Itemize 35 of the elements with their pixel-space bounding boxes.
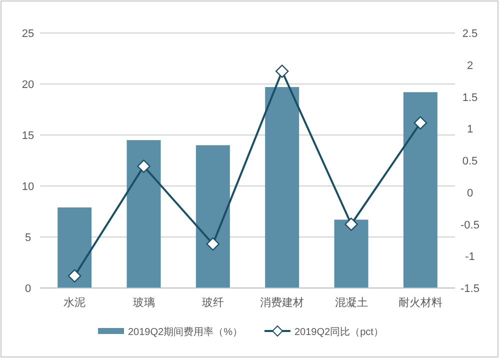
- y-tick-label: 25: [22, 28, 34, 40]
- y2-tick-label: 1.5: [462, 92, 478, 104]
- y2-tick-label: -1.5: [460, 283, 480, 295]
- bar: [196, 145, 230, 288]
- y2-tick-label: 0: [466, 187, 474, 200]
- y-tick-label: 0: [24, 283, 32, 295]
- y-tick-label: 5: [24, 232, 32, 244]
- legend-label: 2019Q2同比（pct）: [294, 326, 384, 338]
- point: [68, 269, 82, 282]
- x-tick-label: 玻璃: [132, 296, 155, 309]
- bar: [265, 87, 300, 288]
- y2-tick-label: 0.5: [462, 156, 478, 168]
- bar: [403, 92, 438, 288]
- bar: [334, 220, 368, 288]
- y2-tick-label: 1: [466, 124, 474, 136]
- y2-tick-label: 2: [466, 60, 474, 72]
- y2-tick-label: -1: [465, 251, 475, 264]
- point: [275, 64, 289, 78]
- y2-tick-label: -0.5: [460, 219, 480, 232]
- legend-label: 2019Q2期间费用率（%）: [128, 326, 242, 338]
- point: [344, 218, 358, 231]
- x-tick-label: 混凝土: [334, 296, 368, 309]
- y-tick-label: 15: [22, 130, 34, 142]
- bar: [126, 140, 161, 288]
- x-tick-label: 耐火材料: [398, 296, 442, 309]
- y2-tick-label: 2.5: [462, 28, 478, 40]
- point: [414, 116, 428, 130]
- y-tick-label: 10: [22, 181, 34, 193]
- y-tick-label: 20: [22, 79, 34, 91]
- x-tick-label: 水泥: [64, 296, 86, 309]
- x-tick-label: 玻纤: [202, 296, 224, 309]
- bar: [58, 207, 92, 288]
- point: [206, 237, 220, 251]
- point: [137, 160, 150, 173]
- x-tick-label: 消费建材: [260, 296, 304, 309]
